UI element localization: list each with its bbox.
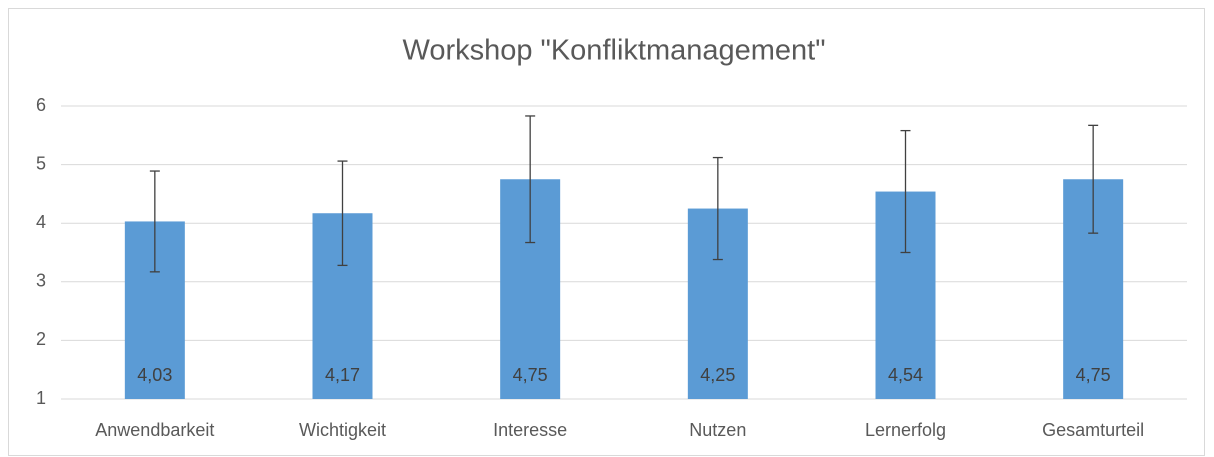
y-tick-label: 1 xyxy=(36,388,46,408)
x-tick-label: Wichtigkeit xyxy=(299,420,386,440)
data-label: 4,75 xyxy=(513,365,548,385)
y-tick-label: 2 xyxy=(36,329,46,349)
data-label: 4,25 xyxy=(700,365,735,385)
x-tick-label: Gesamturteil xyxy=(1042,420,1144,440)
x-tick-label: Anwendbarkeit xyxy=(95,420,214,440)
y-tick-label: 6 xyxy=(36,95,46,115)
y-tick-label: 5 xyxy=(36,153,46,173)
data-label: 4,54 xyxy=(888,365,923,385)
x-tick-label: Lernerfolg xyxy=(865,420,946,440)
y-tick-label: 3 xyxy=(36,271,46,291)
chart-frame xyxy=(8,8,1205,456)
data-label: 4,03 xyxy=(137,365,172,385)
x-tick-label: Interesse xyxy=(493,420,567,440)
y-tick-label: 4 xyxy=(36,212,46,232)
data-label: 4,75 xyxy=(1076,365,1111,385)
x-tick-label: Nutzen xyxy=(689,420,746,440)
chart-title: Workshop "Konfliktmanagement" xyxy=(402,35,825,67)
data-label: 4,17 xyxy=(325,365,360,385)
